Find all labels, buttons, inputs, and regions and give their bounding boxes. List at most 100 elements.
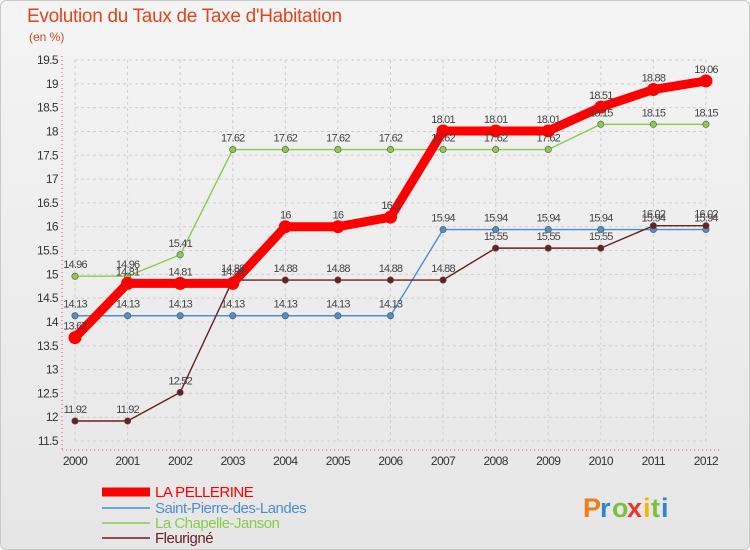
data-label: 17.62 xyxy=(326,133,350,145)
data-label: 14.81 xyxy=(221,266,245,278)
data-point xyxy=(71,417,79,425)
data-point xyxy=(229,312,237,320)
data-label: 18.15 xyxy=(642,107,666,119)
data-label: 16 xyxy=(333,210,344,222)
data-point xyxy=(492,226,500,234)
y-tick-label: 14 xyxy=(46,315,59,329)
x-tick-label: 2000 xyxy=(63,454,88,468)
legend-label: Saint-Pierre-des-Landes xyxy=(155,500,306,517)
data-point xyxy=(544,226,552,234)
data-label: 13.67 xyxy=(63,321,87,333)
data-label: 15.41 xyxy=(168,238,192,250)
chart-subtitle: (en %) xyxy=(29,30,65,44)
data-label: 18.01 xyxy=(431,114,455,126)
data-label: 14.88 xyxy=(274,263,298,275)
data-label: 19.06 xyxy=(694,64,718,76)
data-label: 15.55 xyxy=(484,231,508,243)
data-label: 15.55 xyxy=(589,231,613,243)
data-label: 11.92 xyxy=(64,404,87,416)
x-tick-label: 2003 xyxy=(221,454,246,468)
y-tick-label: 16.5 xyxy=(37,196,59,210)
x-tick-label: 2010 xyxy=(589,454,614,468)
data-label: 14.13 xyxy=(379,299,403,311)
data-label: 14.13 xyxy=(326,299,350,311)
y-tick-label: 15 xyxy=(46,267,59,281)
data-point xyxy=(176,312,184,320)
data-label: 11.92 xyxy=(116,404,139,416)
y-tick-label: 12 xyxy=(46,410,59,424)
data-point xyxy=(649,222,657,230)
x-tick-label: 2012 xyxy=(694,454,719,468)
data-point xyxy=(646,83,660,97)
data-label: 14.81 xyxy=(168,266,192,278)
data-label: 14.96 xyxy=(63,259,87,271)
data-label: 14.81 xyxy=(116,266,140,278)
y-tick-label: 13.5 xyxy=(37,339,59,353)
data-point xyxy=(226,276,240,290)
data-label: 17.62 xyxy=(431,133,455,145)
data-point xyxy=(281,146,289,154)
data-label: 18.01 xyxy=(536,114,560,126)
data-point xyxy=(124,312,132,320)
data-point xyxy=(439,146,447,154)
data-label: 16.2 xyxy=(381,200,400,212)
x-tick-label: 2001 xyxy=(115,454,140,468)
data-point xyxy=(334,276,342,284)
data-label: 18.15 xyxy=(589,107,613,119)
data-label: 15.94 xyxy=(484,213,508,225)
logo-letter: i xyxy=(643,493,651,523)
legend-label: LA PELLERINE xyxy=(155,484,254,501)
data-point xyxy=(331,220,345,234)
data-point xyxy=(492,244,500,252)
data-label: 16.02 xyxy=(642,209,666,221)
data-point xyxy=(544,146,552,154)
proxiti-logo: Pr ox i t i xyxy=(583,493,669,523)
y-tick-label: 19 xyxy=(46,77,59,91)
data-point xyxy=(649,120,657,128)
data-label: 18.15 xyxy=(694,107,718,119)
data-label: 16 xyxy=(280,210,291,222)
y-tick-label: 18 xyxy=(46,124,59,138)
data-point xyxy=(436,124,450,138)
x-tick-label: 2002 xyxy=(168,454,193,468)
axes: 11.5 12 12.5 13 13.5 14 14.5 15 15.5 16 16.5 17 17.5… xyxy=(37,53,720,468)
y-tick-label: 17.5 xyxy=(37,148,59,162)
data-label: 17.62 xyxy=(221,133,245,145)
logo-letter: P xyxy=(583,493,601,523)
data-label: 15.55 xyxy=(536,231,560,243)
data-label: 14.13 xyxy=(221,299,245,311)
data-point xyxy=(489,124,503,138)
x-tick-label: 2009 xyxy=(536,454,561,468)
data-point xyxy=(334,146,342,154)
data-point xyxy=(124,417,132,425)
logo-letter: t xyxy=(651,493,660,523)
y-tick-label: 16 xyxy=(46,220,59,234)
data-point xyxy=(597,244,605,252)
data-label: 18.51 xyxy=(589,90,613,102)
data-label: 15.94 xyxy=(536,213,560,225)
data-point xyxy=(176,388,184,396)
data-label: 15.94 xyxy=(431,213,455,225)
data-label: 18.01 xyxy=(484,114,508,126)
data-label: 15.94 xyxy=(642,213,666,225)
data-point xyxy=(383,210,397,224)
data-label: 17.62 xyxy=(536,133,560,145)
logo-letter: o xyxy=(612,493,629,523)
y-tick-label: 17 xyxy=(46,172,59,186)
data-label: 16.02 xyxy=(694,209,718,221)
data-point xyxy=(597,226,605,234)
y-tick-label: 19.5 xyxy=(37,53,59,67)
data-point xyxy=(71,272,79,280)
data-point xyxy=(68,331,82,345)
data-point xyxy=(334,312,342,320)
data-point xyxy=(386,312,394,320)
y-tick-label: 13 xyxy=(46,363,59,377)
data-point xyxy=(386,276,394,284)
data-label: 14.96 xyxy=(116,259,140,271)
data-label: 14.13 xyxy=(116,299,140,311)
data-point xyxy=(229,146,237,154)
logo-letter: r xyxy=(600,493,611,523)
data-point xyxy=(702,222,710,230)
